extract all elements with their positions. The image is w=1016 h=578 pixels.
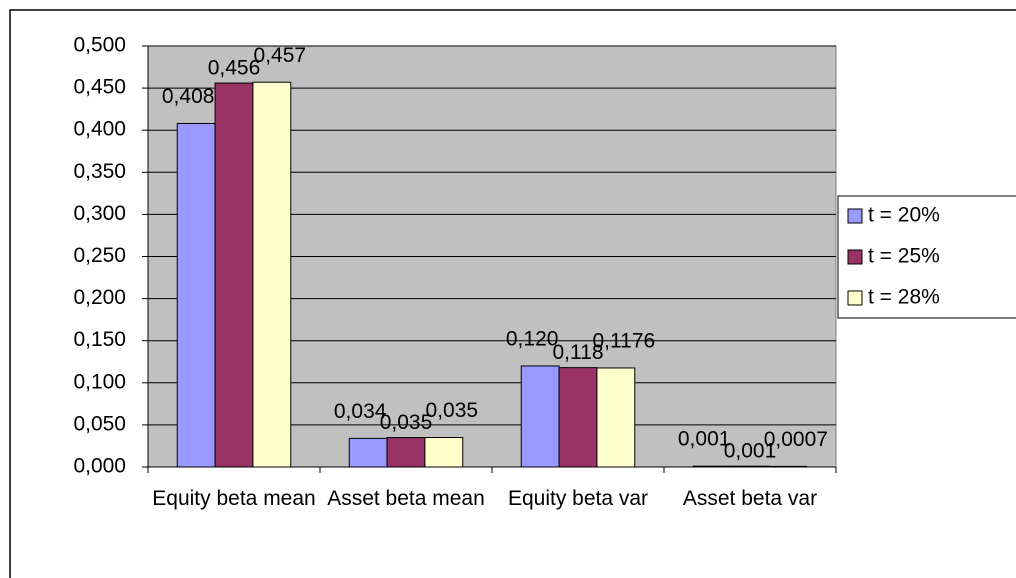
legend-swatch (847, 249, 863, 265)
data-label: 0,1176 (593, 330, 656, 353)
y-tick-label: 0,300 (73, 202, 126, 225)
bar (730, 465, 770, 468)
legend-label: t = 28% (868, 286, 940, 309)
y-tick-label: 0,250 (73, 244, 126, 267)
data-label: 0,118 (553, 341, 604, 364)
bar (692, 465, 732, 468)
legend-swatch (847, 208, 863, 224)
bar (596, 367, 636, 468)
bar (348, 437, 388, 468)
data-label: 0,034 (334, 400, 387, 423)
bar (252, 81, 292, 468)
bar (520, 365, 560, 468)
x-tick-label: Equity beta var (507, 487, 649, 510)
bar (214, 82, 254, 468)
y-tick-label: 0,100 (73, 370, 126, 393)
legend-swatch (847, 290, 863, 306)
bar (768, 465, 808, 468)
bar (424, 437, 464, 468)
y-tick-label: 0,450 (73, 76, 126, 99)
y-tick-label: 0,400 (73, 118, 126, 141)
legend-label: t = 25% (868, 245, 940, 268)
data-label: 0,120 (506, 328, 559, 351)
x-tick-label: Equity beta mean (152, 487, 316, 510)
y-tick-label: 0,000 (73, 455, 126, 478)
legend-box (837, 195, 1016, 319)
data-label: 0,456 (208, 57, 261, 80)
bar (386, 437, 426, 468)
bar (176, 122, 216, 468)
data-label: 0,001 (724, 440, 777, 463)
data-label: 0,035 (380, 411, 433, 434)
data-label: 0,0007 (764, 428, 828, 451)
y-tick-label: 0,200 (73, 286, 126, 309)
x-tick-label: Asset beta mean (327, 487, 485, 510)
data-label: 0,408 (162, 85, 215, 108)
data-label: 0,457 (254, 44, 307, 67)
data-label: 0,001 (678, 428, 731, 451)
x-tick-label: Asset beta var (682, 487, 818, 510)
bar (558, 367, 598, 468)
y-tick-label: 0,350 (73, 160, 126, 183)
y-tick-label: 0,500 (73, 34, 126, 57)
y-tick-label: 0,150 (73, 328, 126, 351)
data-label: 0,035 (426, 399, 479, 422)
legend-label: t = 20% (868, 204, 940, 227)
y-tick-label: 0,050 (73, 412, 126, 435)
